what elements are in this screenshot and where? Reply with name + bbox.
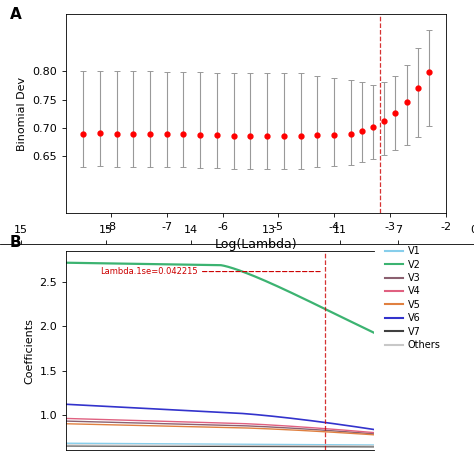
Text: B: B [9, 235, 21, 250]
Y-axis label: Binomial Dev: Binomial Dev [17, 77, 27, 151]
X-axis label: Log(Lambda): Log(Lambda) [215, 238, 297, 251]
Y-axis label: Coefficients: Coefficients [24, 326, 34, 392]
Text: A: A [9, 7, 21, 22]
Text: Lambda.1se=0.042215: Lambda.1se=0.042215 [104, 263, 201, 272]
